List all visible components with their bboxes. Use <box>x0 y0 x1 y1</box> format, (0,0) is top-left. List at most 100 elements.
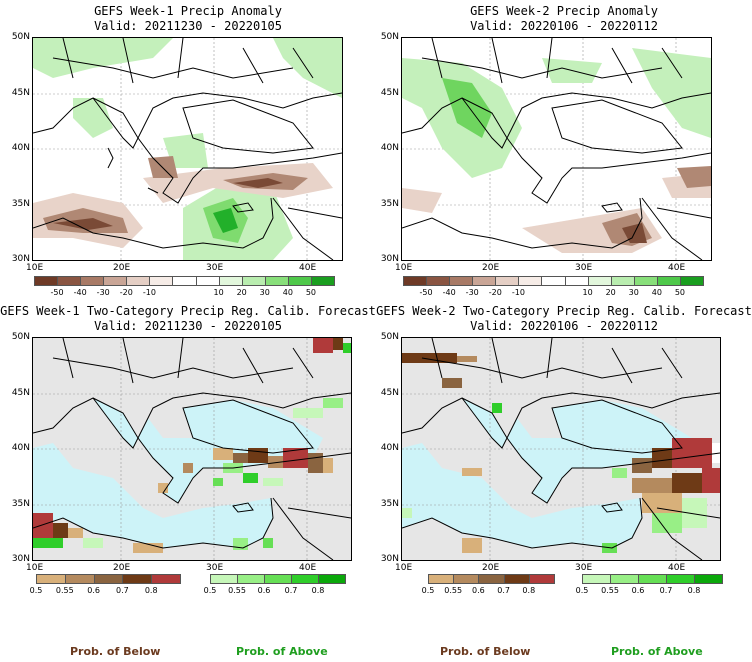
colorbar-tick-label: 50 <box>305 288 317 297</box>
lat-label: 35N <box>11 499 30 509</box>
colorbar-swatch <box>241 276 266 286</box>
lon-label: 10E <box>395 563 413 573</box>
lat-label: 40N <box>11 443 30 453</box>
colorbar-tick-label: -20 <box>488 288 502 297</box>
colorbar-swatch <box>264 574 292 584</box>
panel-week1-anomaly: GEFS Week-1 Precip Anomaly Valid: 202112… <box>0 0 376 300</box>
colorbar-swatch <box>633 276 658 286</box>
lat-label: 30N <box>11 254 30 264</box>
lon-label: 20E <box>482 263 500 273</box>
anomaly-colorbar: -50 -40 -30 -20 -10 10 20 30 40 50 <box>34 276 335 298</box>
panel-title: GEFS Week-2 Two-Category Precip Reg. Cal… <box>376 304 752 318</box>
colorbar-swatch <box>237 574 265 584</box>
colorbar-swatch <box>172 276 197 286</box>
colorbar-tick-label: 0.55 <box>55 586 74 595</box>
panel-valid-dates: Valid: 20220106 - 20220112 <box>470 319 658 333</box>
colorbar-swatch <box>103 276 128 286</box>
lon-label: 20E <box>113 563 131 573</box>
colorbar-swatch <box>264 276 289 286</box>
colorbar-tick-label: 0.7 <box>116 586 129 595</box>
colorbar-tick-label: 50 <box>674 288 686 297</box>
colorbar-tick-label: 30 <box>628 288 639 297</box>
colorbar-tick-label: 20 <box>605 288 616 297</box>
prob-above-label: Prob. of Above <box>611 645 703 658</box>
colorbar-tick-label: -10 <box>511 288 525 297</box>
below-colorbar: 0.5 0.55 0.6 0.7 0.8 <box>422 574 555 596</box>
colorbar-swatch <box>610 276 635 286</box>
colorbar-swatch <box>472 276 497 286</box>
colorbar-tick-label: 0.8 <box>522 586 536 595</box>
colorbar-tick-label: -30 <box>96 288 110 297</box>
lon-label: 30E <box>206 563 224 573</box>
colorbar-swatch <box>34 276 59 286</box>
colorbar-tick-label: -50 <box>419 288 433 297</box>
panel-valid-dates: Valid: 20211230 - 20220105 <box>94 319 282 333</box>
colorbar-swatch <box>318 574 346 584</box>
colorbar-swatch <box>449 276 474 286</box>
colorbar-tick-label: 0.55 <box>601 586 619 595</box>
colorbar-swatch <box>541 276 566 286</box>
probability-map-week1 <box>32 337 352 561</box>
lat-label: 50N <box>11 32 30 42</box>
colorbar-swatch <box>151 574 181 584</box>
panel-title: GEFS Week-2 Precip Anomaly <box>470 4 658 18</box>
colorbar-swatch <box>291 574 319 584</box>
colorbar-swatch <box>93 574 124 584</box>
colorbar-swatch <box>428 574 455 584</box>
colorbar-tick-label: -50 <box>50 288 64 297</box>
lat-label: 50N <box>11 332 30 342</box>
lat-label: 35N <box>11 199 30 209</box>
colorbar-tick-label: 0.6 <box>631 586 645 595</box>
lat-label: 50N <box>380 332 399 342</box>
colorbar-swatch <box>195 276 220 286</box>
anomaly-map-week1 <box>32 37 343 261</box>
colorbar-tick-label: 0.6 <box>472 586 485 595</box>
lat-label: 35N <box>380 499 399 509</box>
colorbar-tick-label: 0.55 <box>444 586 463 595</box>
colorbar-swatch <box>694 574 723 584</box>
colorbar-tick-label: 0.8 <box>311 586 325 595</box>
colorbar-swatch <box>126 276 151 286</box>
colorbar-swatch <box>122 574 153 584</box>
colorbar-tick-label: 0.5 <box>203 586 217 595</box>
prob-below-label: Prob. of Below <box>440 645 531 658</box>
lat-label: 30N <box>380 254 399 264</box>
lat-label: 40N <box>380 143 399 153</box>
colorbar-swatch <box>518 276 543 286</box>
colorbar-tick-label: -10 <box>142 288 156 297</box>
colorbar-tick-label: 0.5 <box>421 586 435 595</box>
panel-week2-anomaly: GEFS Week-2 Precip Anomaly Valid: 202201… <box>376 0 752 300</box>
lat-label: 45N <box>11 88 30 98</box>
colorbar-tick-label: 10 <box>582 288 593 297</box>
colorbar-swatch <box>587 276 612 286</box>
colorbar-tick-label: -40 <box>442 288 456 297</box>
panel-valid-dates: Valid: 20211230 - 20220105 <box>94 19 282 33</box>
lon-label: 20E <box>482 563 500 573</box>
colorbar-tick-label: 20 <box>236 288 247 297</box>
colorbar-swatch <box>80 276 105 286</box>
colorbar-tick-label: 40 <box>282 288 293 297</box>
colorbar-swatch <box>36 574 66 584</box>
colorbar-tick-label: 0.7 <box>497 586 510 595</box>
lon-label: 20E <box>113 263 131 273</box>
lat-label: 40N <box>11 143 30 153</box>
lat-label: 30N <box>380 554 399 564</box>
colorbar-swatch <box>528 574 555 584</box>
colorbar-swatch <box>310 276 335 286</box>
colorbar-tick-label: 10 <box>213 288 224 297</box>
colorbar-tick-label: -30 <box>465 288 479 297</box>
colorbar-swatch <box>218 276 243 286</box>
colorbar-swatch <box>495 276 520 286</box>
below-colorbar: 0.5 0.55 0.6 0.7 0.8 <box>30 574 181 596</box>
lon-label: 10E <box>26 263 44 273</box>
colorbar-swatch <box>564 276 589 286</box>
colorbar-swatch <box>426 276 451 286</box>
colorbar-swatch <box>210 574 238 584</box>
panel-week2-probability: GEFS Week-2 Two-Category Precip Reg. Cal… <box>376 300 752 662</box>
colorbar-swatch <box>287 276 312 286</box>
lat-label: 30N <box>11 554 30 564</box>
colorbar-swatch <box>64 574 95 584</box>
colorbar-swatch <box>656 276 681 286</box>
colorbar-swatch <box>453 574 480 584</box>
colorbar-swatch <box>57 276 82 286</box>
